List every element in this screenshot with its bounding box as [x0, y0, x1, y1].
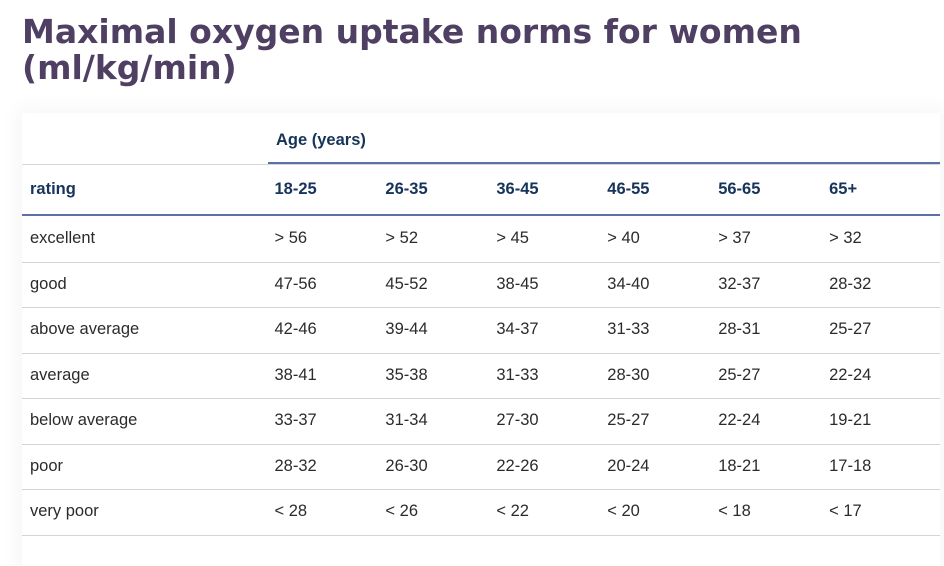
value-cell: < 28 — [274, 502, 308, 521]
value-cell: 31-33 — [496, 365, 539, 384]
table-row: very poor < 28 < 26 < 22 < 20 < 18 < 17 — [22, 489, 940, 536]
value-cell: 31-33 — [607, 320, 650, 339]
value-cell: 22-24 — [718, 411, 761, 430]
column-header-rating: rating — [30, 179, 76, 198]
value-cell: 27-30 — [496, 411, 539, 430]
table-row: average 38-41 35-38 31-33 28-30 25-27 22-24 — [22, 353, 940, 399]
age-group-rule — [268, 162, 940, 164]
value-cell: < 26 — [385, 502, 418, 521]
rating-cell: below average — [30, 411, 138, 430]
table-row: poor 28-32 26-30 22-26 20-24 18-21 17-18 — [22, 444, 940, 490]
value-cell: 22-26 — [496, 456, 539, 475]
value-cell: > 32 — [829, 229, 862, 248]
value-cell: 47-56 — [274, 274, 317, 293]
value-cell: > 52 — [385, 229, 418, 248]
value-cell: 31-34 — [385, 411, 428, 430]
column-header-65-plus: 65+ — [829, 179, 858, 198]
rating-cell: excellent — [30, 229, 96, 248]
value-cell: < 17 — [829, 502, 862, 521]
norms-table: Age (years) rating 18-25 26-35 36-45 46-… — [22, 113, 940, 566]
column-header-46-55: 46-55 — [607, 179, 650, 198]
column-header-18-25: 18-25 — [274, 179, 317, 198]
value-cell: < 18 — [718, 502, 751, 521]
column-header-row: rating 18-25 26-35 36-45 46-55 56-65 65+ — [22, 164, 940, 216]
value-cell: 25-27 — [718, 365, 761, 384]
value-cell: < 20 — [607, 502, 640, 521]
value-cell: 42-46 — [274, 320, 317, 339]
value-cell: 34-40 — [607, 274, 650, 293]
table-row: excellent > 56 > 52 > 45 > 40 > 37 > 32 — [22, 216, 940, 263]
column-header-26-35: 26-35 — [385, 179, 428, 198]
value-cell: > 37 — [718, 229, 751, 248]
value-cell: 32-37 — [718, 274, 761, 293]
value-cell: > 56 — [274, 229, 308, 248]
page-title: Maximal oxygen uptake norms for women (m… — [22, 14, 922, 86]
value-cell: 35-38 — [385, 365, 428, 384]
value-cell: 28-31 — [718, 320, 761, 339]
value-cell: 17-18 — [829, 456, 872, 475]
value-cell: > 40 — [607, 229, 640, 248]
value-cell: 38-45 — [496, 274, 539, 293]
rating-cell: good — [30, 274, 67, 293]
table-row: below average 33-37 31-34 27-30 25-27 22-24 19… — [22, 398, 940, 445]
value-cell: 38-41 — [274, 365, 317, 384]
value-cell: 25-27 — [829, 320, 872, 339]
value-cell: 22-24 — [829, 365, 872, 384]
value-cell: 45-52 — [385, 274, 428, 293]
title-line-2: (ml/kg/min) — [22, 48, 237, 87]
value-cell: 34-37 — [496, 320, 539, 339]
rating-cell: very poor — [30, 502, 99, 521]
age-group-row — [22, 113, 940, 165]
table-row: above average 42-46 39-44 34-37 31-33 28-31 25… — [22, 307, 940, 354]
value-cell: 25-27 — [607, 411, 650, 430]
value-cell: 33-37 — [274, 411, 317, 430]
rating-cell: average — [30, 365, 90, 384]
value-cell: > 45 — [496, 229, 529, 248]
value-cell: 26-30 — [385, 456, 428, 475]
value-cell: 28-32 — [274, 456, 317, 475]
value-cell: 20-24 — [607, 456, 650, 475]
value-cell: 18-21 — [718, 456, 761, 475]
title-line-1: Maximal oxygen uptake norms for women — [22, 12, 802, 51]
column-header-56-65: 56-65 — [718, 179, 761, 198]
value-cell: 28-30 — [607, 365, 650, 384]
value-cell: 28-32 — [829, 274, 872, 293]
rating-cell: above average — [30, 320, 140, 339]
rating-cell: poor — [30, 456, 64, 475]
age-group-header: Age (years) — [276, 131, 366, 149]
table-row: good 47-56 45-52 38-45 34-40 32-37 28-32 — [22, 262, 940, 308]
value-cell: 19-21 — [829, 411, 872, 430]
column-header-36-45: 36-45 — [496, 179, 539, 198]
value-cell: < 22 — [496, 502, 529, 521]
value-cell: 39-44 — [385, 320, 428, 339]
